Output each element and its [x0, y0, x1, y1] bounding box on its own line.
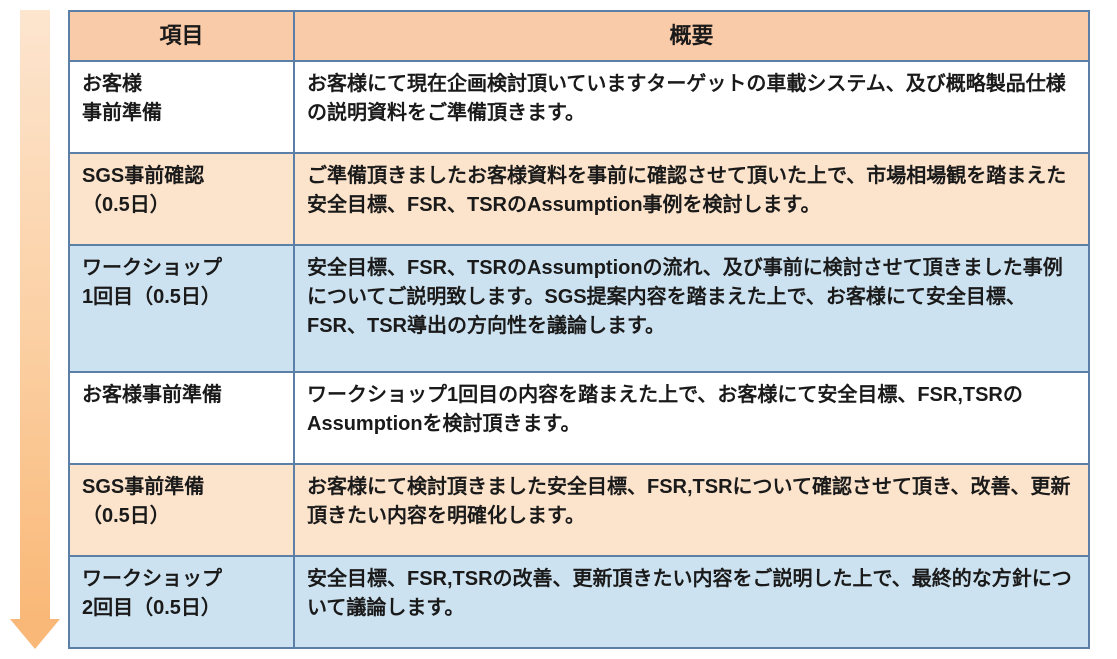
table-row: ワークショップ 2回目（0.5日）安全目標、FSR,TSRの改善、更新頂きたい内… [69, 556, 1089, 648]
col-header-summary: 概要 [294, 11, 1089, 61]
table-row: SGS事前準備 （0.5日）お客様にて検討頂きました安全目標、FSR,TSRにつ… [69, 464, 1089, 556]
cell-item: お客様 事前準備 [69, 61, 294, 153]
cell-summary: ワークショップ1回目の内容を踏まえた上で、お客様にて安全目標、FSR,TSRのA… [294, 372, 1089, 464]
table-row: SGS事前確認 （0.5日）ご準備頂きましたお客様資料を事前に確認させて頂いた上… [69, 153, 1089, 245]
cell-item: ワークショップ 1回目（0.5日） [69, 245, 294, 372]
schedule-table: 項目 概要 お客様 事前準備お客様にて現在企画検討頂いていますターゲットの車載シ… [68, 10, 1090, 649]
arrow-head-icon [10, 619, 60, 649]
cell-item: SGS事前準備 （0.5日） [69, 464, 294, 556]
cell-summary: お客様にて現在企画検討頂いていますターゲットの車載システム、及び概略製品仕様の説… [294, 61, 1089, 153]
table-header-row: 項目 概要 [69, 11, 1089, 61]
table-row: お客様事前準備ワークショップ1回目の内容を踏まえた上で、お客様にて安全目標、FS… [69, 372, 1089, 464]
cell-item: SGS事前確認 （0.5日） [69, 153, 294, 245]
cell-item: ワークショップ 2回目（0.5日） [69, 556, 294, 648]
cell-item: お客様事前準備 [69, 372, 294, 464]
cell-summary: 安全目標、FSR,TSRの改善、更新頂きたい内容をご説明した上で、最終的な方針に… [294, 556, 1089, 648]
cell-summary: お客様にて検討頂きました安全目標、FSR,TSRについて確認させて頂き、改善、更… [294, 464, 1089, 556]
table-row: ワークショップ 1回目（0.5日）安全目標、FSR、TSRのAssumption… [69, 245, 1089, 372]
page-container: 項目 概要 お客様 事前準備お客様にて現在企画検討頂いていますターゲットの車載シ… [0, 0, 1117, 659]
cell-summary: 安全目標、FSR、TSRのAssumptionの流れ、及び事前に検討させて頂きま… [294, 245, 1089, 372]
table-row: お客様 事前準備お客様にて現在企画検討頂いていますターゲットの車載システム、及び… [69, 61, 1089, 153]
timeline-arrow [10, 10, 60, 649]
col-header-item: 項目 [69, 11, 294, 61]
cell-summary: ご準備頂きましたお客様資料を事前に確認させて頂いた上で、市場相場観を踏まえた安全… [294, 153, 1089, 245]
arrow-shaft [20, 10, 50, 619]
